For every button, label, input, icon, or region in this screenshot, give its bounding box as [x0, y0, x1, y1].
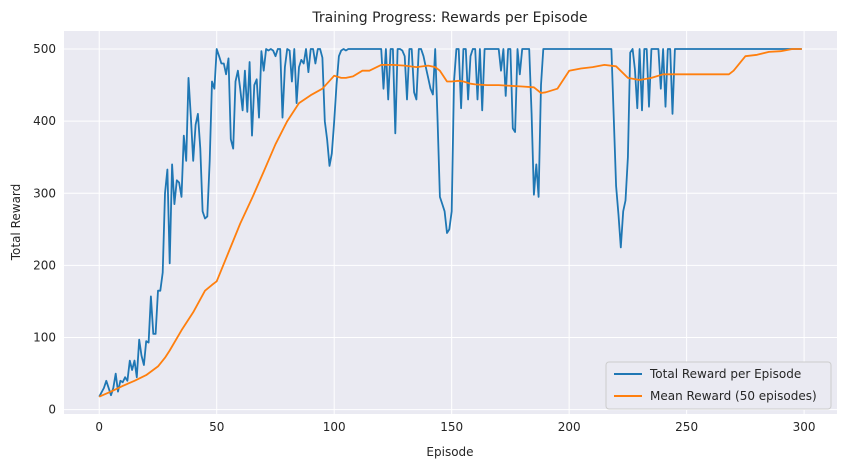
- legend-label-total: Total Reward per Episode: [649, 367, 801, 381]
- y-tick-label: 500: [33, 42, 56, 56]
- series-layer: [98, 48, 802, 398]
- x-ticks: 0 50 100 150 200 250 300: [95, 420, 815, 434]
- grid: [64, 31, 837, 414]
- series-total-reward-line: [98, 48, 802, 398]
- x-tick-label: 150: [440, 420, 463, 434]
- chart-title: Training Progress: Rewards per Episode: [311, 10, 587, 26]
- x-tick-label: 100: [323, 420, 346, 434]
- legend-label-mean: Mean Reward (50 episodes): [650, 389, 817, 403]
- x-tick-label: 0: [95, 420, 103, 434]
- x-tick-label: 50: [209, 420, 224, 434]
- x-axis-label: Episode: [426, 445, 473, 459]
- y-axis-label: Total Reward: [9, 184, 23, 262]
- y-ticks: 0 100 200 300 400 500: [33, 42, 56, 417]
- series-mean-reward-line: [98, 48, 802, 398]
- y-tick-label: 0: [48, 403, 56, 417]
- x-tick-label: 250: [675, 420, 698, 434]
- x-tick-label: 200: [558, 420, 581, 434]
- y-tick-label: 400: [33, 114, 56, 128]
- y-tick-label: 300: [33, 186, 56, 200]
- y-tick-label: 100: [33, 331, 56, 345]
- legend: Total Reward per Episode Mean Reward (50…: [605, 361, 832, 410]
- x-tick-label: 300: [793, 420, 816, 434]
- y-tick-label: 200: [33, 258, 56, 272]
- legend-box: [605, 361, 832, 410]
